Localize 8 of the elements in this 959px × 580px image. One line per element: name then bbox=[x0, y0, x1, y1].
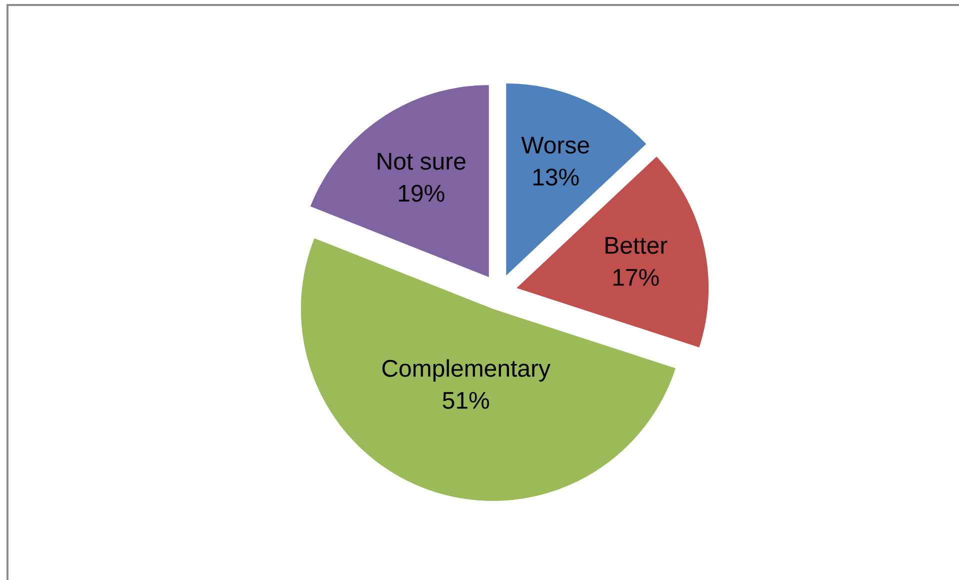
data-label: 19% bbox=[398, 184, 444, 202]
data-label: 17% bbox=[613, 268, 659, 286]
data-label: 13% bbox=[533, 168, 579, 186]
data-label: 51% bbox=[442, 392, 490, 409]
slice-label: Not sure bbox=[378, 153, 466, 170]
slice-label: Worse bbox=[521, 136, 589, 154]
slice-label: Complementary bbox=[382, 359, 550, 382]
slice-label: Better bbox=[606, 237, 668, 254]
